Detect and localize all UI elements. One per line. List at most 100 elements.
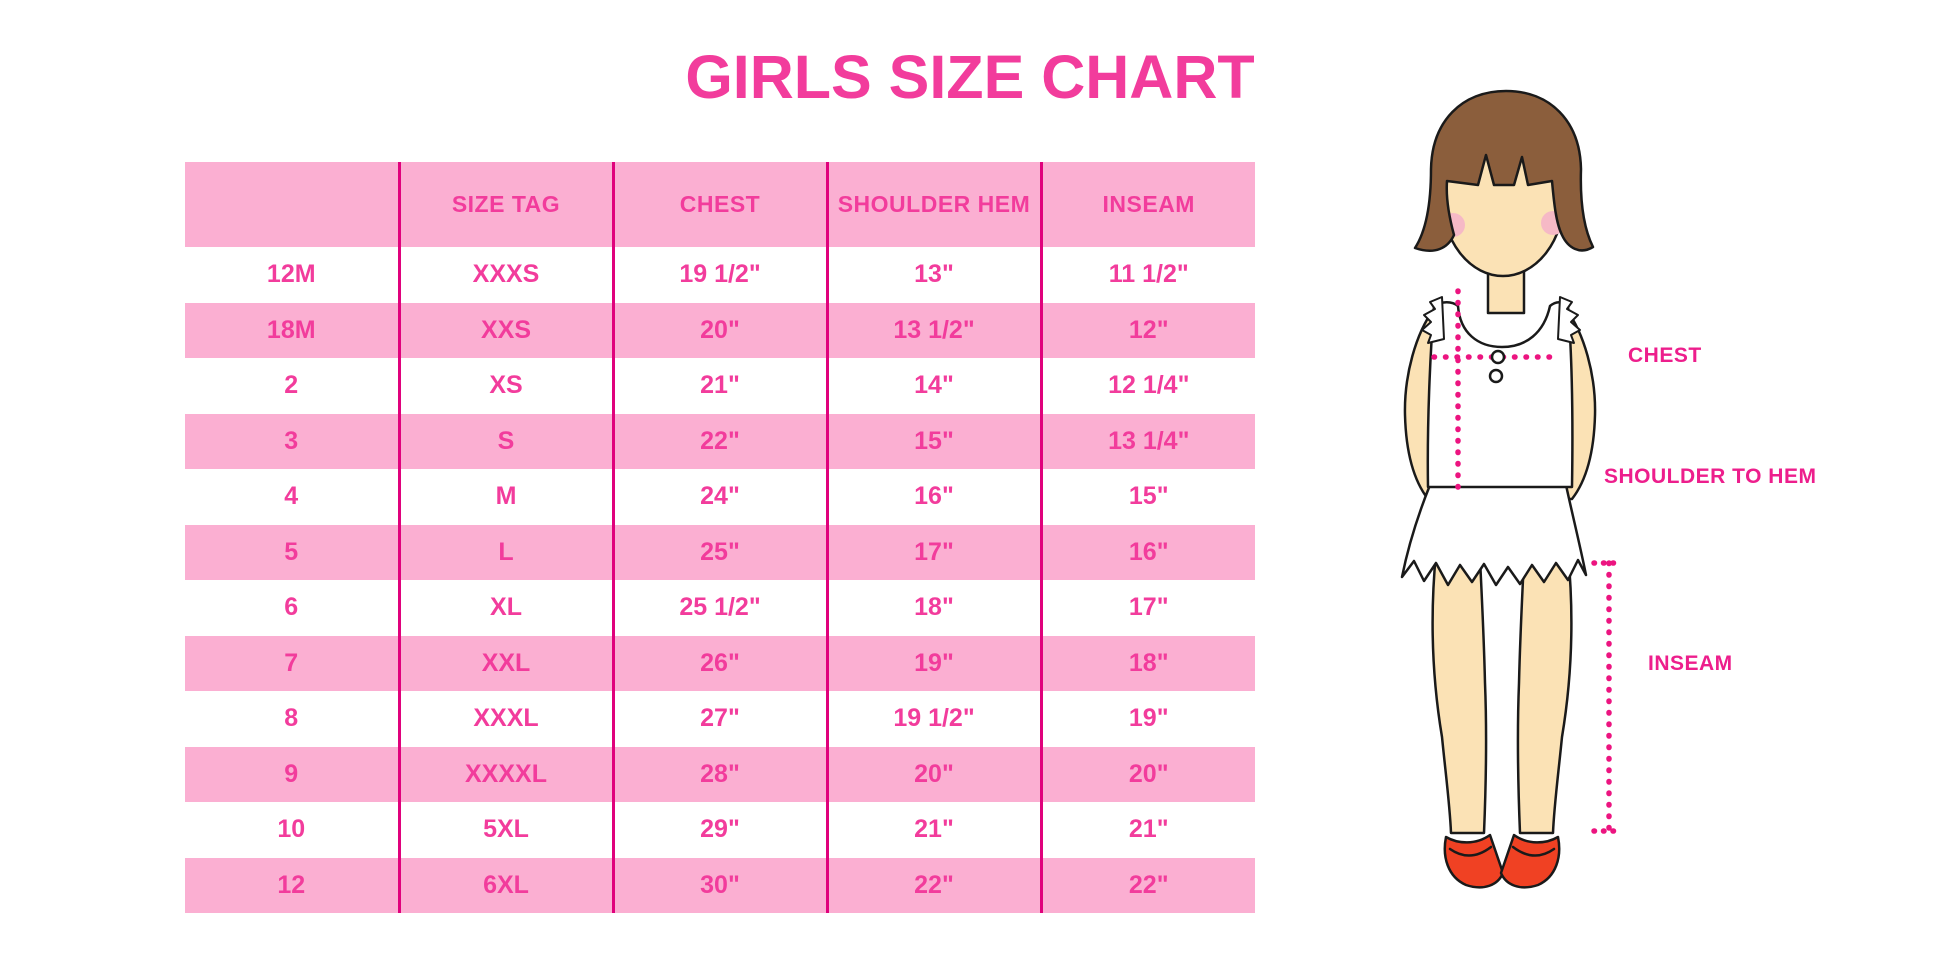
table-header-row: SIZE TAG CHEST SHOULDER HEM INSEAM	[185, 162, 1255, 247]
cell-inseam: 20"	[1039, 746, 1255, 802]
cell-size-tag: XXL	[397, 635, 613, 691]
cell-size: 12	[185, 857, 399, 913]
inseam-label: INSEAM	[1648, 652, 1733, 675]
cell-size-tag: M	[397, 469, 613, 525]
cell-inseam: 21"	[1039, 802, 1255, 858]
header-empty	[185, 162, 399, 247]
cell-size-tag: XXXL	[397, 691, 613, 747]
cell-size: 7	[185, 635, 399, 691]
cell-inseam: 22"	[1039, 857, 1255, 913]
cell-chest: 30"	[611, 857, 827, 913]
cell-size: 3	[185, 413, 399, 469]
table-row: 3 S 22" 15" 13 1/4"	[185, 413, 1255, 469]
cell-shoulder-hem: 22"	[825, 857, 1041, 913]
shoulder-ruffle-right	[1557, 296, 1581, 344]
header-chest: CHEST	[611, 162, 827, 247]
cell-size-tag: XS	[397, 358, 613, 414]
girl-shoe-right	[1499, 833, 1561, 889]
shoulder-to-hem-label: SHOULDER TO HEM	[1604, 465, 1817, 488]
header-size-tag: SIZE TAG	[397, 162, 613, 247]
cell-inseam: 11 1/2"	[1039, 247, 1255, 303]
table-row: 4 M 24" 16" 15"	[185, 469, 1255, 525]
girl-illustration	[1400, 89, 1625, 889]
cell-shoulder-hem: 21"	[825, 802, 1041, 858]
cell-shoulder-hem: 20"	[825, 746, 1041, 802]
cell-size-tag: S	[397, 413, 613, 469]
table-row: 8 XXXL 27" 19 1/2" 19"	[185, 691, 1255, 747]
cell-size: 18M	[185, 302, 399, 358]
header-inseam: INSEAM	[1039, 162, 1255, 247]
cell-chest: 22"	[611, 413, 827, 469]
cell-shoulder-hem: 19"	[825, 635, 1041, 691]
table-row: 12 6XL 30" 22" 22"	[185, 857, 1255, 913]
measurement-lines	[1431, 288, 1625, 834]
cell-shoulder-hem: 13"	[825, 247, 1041, 303]
girl-hair	[1413, 89, 1595, 252]
cell-size-tag: XXS	[397, 302, 613, 358]
cell-size-tag: 5XL	[397, 802, 613, 858]
table-row: 7 XXL 26" 19" 18"	[185, 635, 1255, 691]
dress-button-bottom	[1488, 368, 1504, 384]
cell-shoulder-hem: 13 1/2"	[825, 302, 1041, 358]
cell-inseam: 12 1/4"	[1039, 358, 1255, 414]
chest-label: CHEST	[1628, 344, 1702, 367]
shoulder-ruffle-left	[1421, 296, 1445, 344]
cell-shoulder-hem: 19 1/2"	[825, 691, 1041, 747]
table-row: 2 XS 21" 14" 12 1/4"	[185, 358, 1255, 414]
dress-button-top	[1490, 349, 1506, 365]
shoe-strap-left	[1448, 845, 1493, 857]
cell-chest: 26"	[611, 635, 827, 691]
cell-size: 4	[185, 469, 399, 525]
table-row: 6 XL 25 1/2" 18" 17"	[185, 580, 1255, 636]
header-shoulder-hem: SHOULDER HEM	[825, 162, 1041, 247]
cell-size-tag: 6XL	[397, 857, 613, 913]
cell-chest: 25"	[611, 524, 827, 580]
cell-inseam: 17"	[1039, 580, 1255, 636]
cell-chest: 19 1/2"	[611, 247, 827, 303]
cell-size: 6	[185, 580, 399, 636]
cell-size: 8	[185, 691, 399, 747]
cell-inseam: 19"	[1039, 691, 1255, 747]
cell-chest: 25 1/2"	[611, 580, 827, 636]
table-row: 12M XXXS 19 1/2" 13" 11 1/2"	[185, 247, 1255, 303]
cell-shoulder-hem: 17"	[825, 524, 1041, 580]
table-row: 10 5XL 29" 21" 21"	[185, 802, 1255, 858]
girl-leg-right	[1516, 551, 1573, 835]
cell-size: 5	[185, 524, 399, 580]
cell-size: 9	[185, 746, 399, 802]
cell-size-tag: L	[397, 524, 613, 580]
cell-chest: 28"	[611, 746, 827, 802]
cell-inseam: 13 1/4"	[1039, 413, 1255, 469]
cell-size-tag: XXXXL	[397, 746, 613, 802]
girl-shoe-left	[1443, 833, 1505, 889]
girl-skirt	[1400, 483, 1588, 587]
cell-size: 12M	[185, 247, 399, 303]
cell-shoulder-hem: 14"	[825, 358, 1041, 414]
girl-leg-left	[1431, 551, 1488, 835]
table-row: 18M XXS 20" 13 1/2" 12"	[185, 302, 1255, 358]
cell-chest: 24"	[611, 469, 827, 525]
cell-shoulder-hem: 18"	[825, 580, 1041, 636]
cell-chest: 27"	[611, 691, 827, 747]
measurement-figure: CHEST SHOULDER TO HEM INSEAM	[1390, 85, 1870, 925]
cell-shoulder-hem: 15"	[825, 413, 1041, 469]
cell-inseam: 18"	[1039, 635, 1255, 691]
cell-inseam: 15"	[1039, 469, 1255, 525]
cell-inseam: 12"	[1039, 302, 1255, 358]
shoe-strap-right	[1511, 845, 1556, 857]
cell-chest: 20"	[611, 302, 827, 358]
cell-size: 10	[185, 802, 399, 858]
page-title: GIRLS SIZE CHART	[685, 43, 1255, 111]
cell-chest: 29"	[611, 802, 827, 858]
table-row: 9 XXXXL 28" 20" 20"	[185, 746, 1255, 802]
size-table: SIZE TAG CHEST SHOULDER HEM INSEAM 12M X…	[185, 162, 1255, 913]
cell-chest: 21"	[611, 358, 827, 414]
cell-size: 2	[185, 358, 399, 414]
cell-size-tag: XL	[397, 580, 613, 636]
cell-shoulder-hem: 16"	[825, 469, 1041, 525]
cell-inseam: 16"	[1039, 524, 1255, 580]
table-row: 5 L 25" 17" 16"	[185, 524, 1255, 580]
cell-size-tag: XXXS	[397, 247, 613, 303]
girl-bodice	[1426, 301, 1574, 489]
